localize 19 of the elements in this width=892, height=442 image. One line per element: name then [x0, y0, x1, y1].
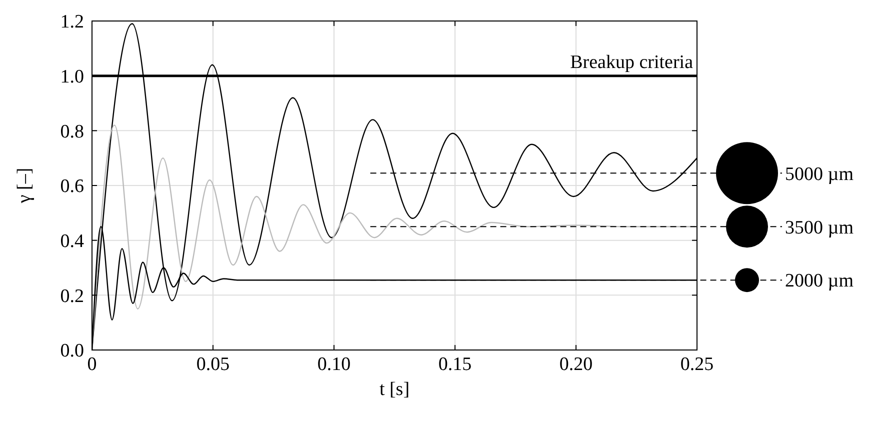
y-tick-label: 0.2	[60, 286, 84, 307]
ref-line-label: 3500 µm	[785, 217, 854, 238]
x-tick-label: 0.25	[680, 354, 714, 375]
ref-line-label: 5000 µm	[785, 164, 854, 185]
x-tick-label: 0.05	[196, 354, 230, 375]
y-tick-label: 0.0	[60, 340, 84, 362]
x-tick-label: 0.10	[317, 354, 351, 375]
x-axis-title: t [s]	[379, 379, 410, 400]
y-tick-label: 0.6	[60, 176, 84, 198]
y-tick-label: 0.4	[60, 230, 84, 252]
x-tick-label: 0.20	[559, 354, 593, 375]
x-tick-label: 0.15	[438, 354, 472, 375]
ref-line-label: 2000 µm	[785, 270, 854, 292]
y-tick-label: 0.8	[60, 121, 84, 142]
y-axis-title: γ [–]	[14, 168, 35, 204]
y-tick-label: 1.0	[60, 66, 84, 88]
ref-line-label: Breakup criteria	[570, 52, 694, 73]
y-tick-label: 1.2	[60, 12, 84, 33]
x-tick-label: 0	[87, 354, 97, 375]
